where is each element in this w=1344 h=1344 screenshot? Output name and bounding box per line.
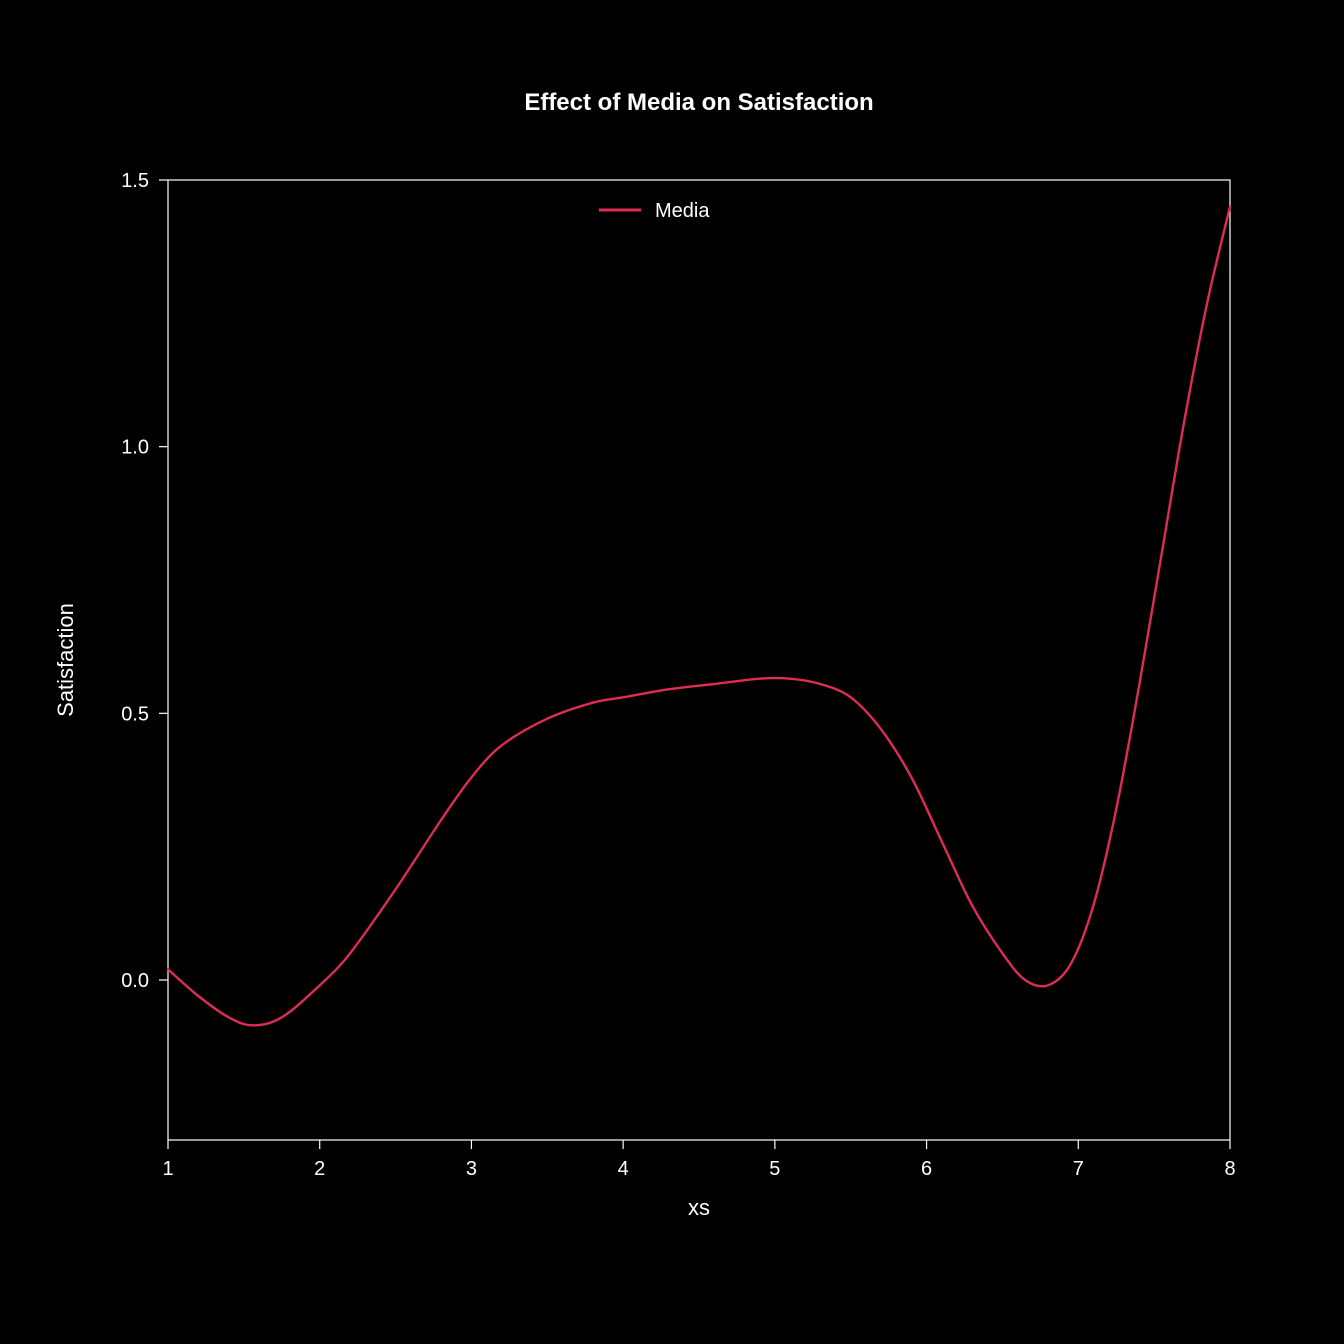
x-tick-label: 6 xyxy=(921,1158,932,1180)
x-tick-label: 8 xyxy=(1224,1158,1235,1180)
chart-container: 1 2 3 4 5 6 7 8 0.0 0.5 1.0 1.5 xs Satisfaction Effect… xyxy=(0,0,1344,1344)
x-axis-label: xs xyxy=(688,1195,710,1220)
y-tick-label: 0.0 xyxy=(121,970,149,992)
legend-label: Media xyxy=(655,200,710,222)
y-tick-label: 1.0 xyxy=(121,437,149,459)
x-tick-label: 2 xyxy=(314,1158,325,1180)
x-tick-label: 7 xyxy=(1073,1158,1084,1180)
chart-title: Effect of Media on Satisfaction xyxy=(524,89,873,116)
x-tick-label: 3 xyxy=(466,1158,477,1180)
y-tick-label: 1.5 xyxy=(121,170,149,192)
y-tick-label: 0.5 xyxy=(121,703,149,725)
y-axis-label: Satisfaction xyxy=(53,603,78,717)
x-tick-label: 4 xyxy=(618,1158,629,1180)
x-tick-label: 5 xyxy=(769,1158,780,1180)
x-tick-label: 1 xyxy=(162,1158,173,1180)
